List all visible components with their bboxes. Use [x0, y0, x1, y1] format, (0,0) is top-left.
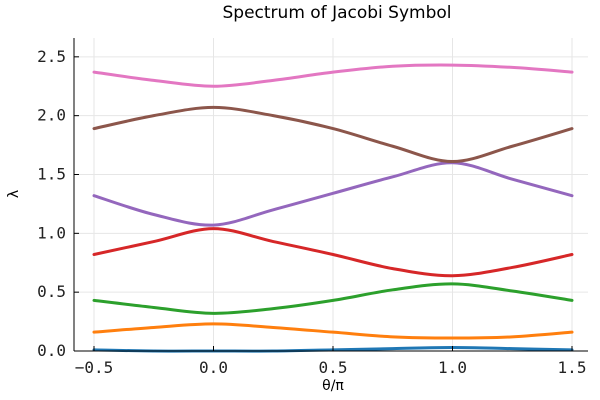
series-line-3: [92, 282, 574, 315]
y-tick-label: 0.0: [37, 341, 66, 360]
y-axis-label: λ: [6, 190, 22, 198]
series-line-7: [92, 63, 574, 88]
x-tick-label: 1.5: [558, 358, 587, 377]
y-tick-label: 1.0: [37, 223, 66, 242]
x-tick-label: 1.0: [438, 358, 467, 377]
y-tick-label: 0.5: [37, 282, 66, 301]
y-tick-label: 2.5: [37, 47, 66, 66]
x-tick-label: 0.5: [319, 358, 348, 377]
series-line-6: [92, 105, 574, 164]
ticks-group: −0.5 0.0 0.5 1.0 1.5 0.0 0.5 1.0 1.5 2.0 2.5: [37, 47, 586, 377]
series-line-2: [92, 322, 574, 340]
y-tick-label: 2.0: [37, 106, 66, 125]
y-tick-label: 1.5: [37, 164, 66, 183]
x-tick-label: 0.0: [199, 358, 228, 377]
series-line-5: [92, 161, 574, 227]
x-tick-label: −0.5: [75, 358, 114, 377]
series-line-4: [92, 227, 574, 278]
chart-title: Spectrum of Jacobi Symbol: [223, 3, 452, 23]
x-axis-label: θ/π: [322, 378, 344, 394]
